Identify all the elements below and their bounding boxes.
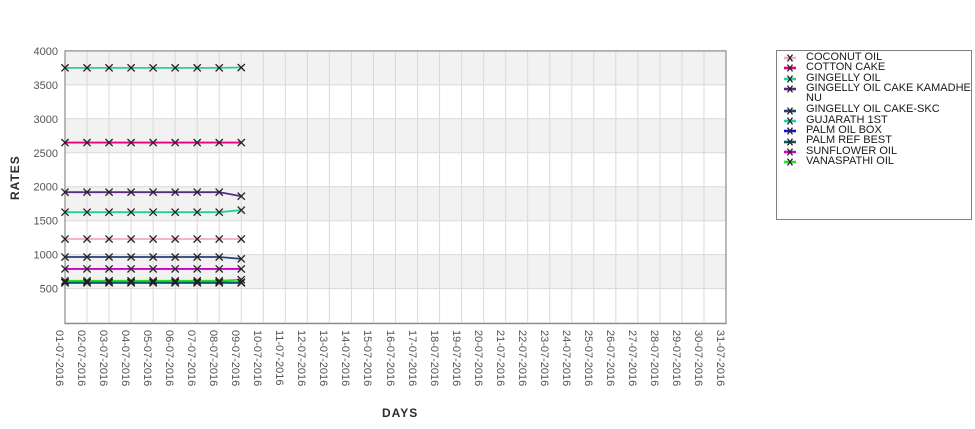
svg-text:2000: 2000 <box>34 182 58 194</box>
svg-text:4000: 4000 <box>34 46 58 58</box>
svg-text:2500: 2500 <box>34 148 58 160</box>
svg-text:3000: 3000 <box>34 114 58 126</box>
svg-text:1500: 1500 <box>34 216 58 228</box>
svg-text:1000: 1000 <box>34 250 58 262</box>
svg-text:3500: 3500 <box>34 80 58 92</box>
svg-text:500: 500 <box>40 284 58 296</box>
